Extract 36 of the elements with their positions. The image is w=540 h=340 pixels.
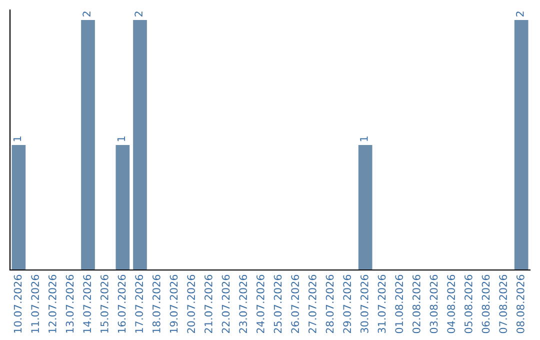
x-tick-label: 07.08.2026 bbox=[499, 274, 508, 334]
x-tick-label: 11.07.2026 bbox=[31, 274, 40, 333]
x-tick-label: 16.07.2026 bbox=[118, 274, 126, 333]
x-tick-label: 20.07.2026 bbox=[187, 274, 196, 334]
x-tick-label: 17.07.2026 bbox=[135, 274, 144, 333]
x-tick-label: 06.08.2026 bbox=[482, 274, 490, 334]
data-label: 2 bbox=[516, 12, 524, 16]
x-tick-label: 18.07.2026 bbox=[152, 274, 160, 333]
x-tick-label: 28.07.2026 bbox=[326, 274, 334, 334]
data-label: 2 bbox=[134, 12, 142, 16]
x-tick-label: 01.08.2026 bbox=[395, 274, 404, 334]
x-tick-label: 19.07.2026 bbox=[170, 274, 178, 333]
data-label: 2 bbox=[82, 12, 90, 16]
x-tick-label: 21.07.2026 bbox=[204, 274, 212, 334]
x-tick-label: 04.08.2026 bbox=[447, 274, 456, 334]
x-tick-label: 02.08.2026 bbox=[412, 274, 420, 334]
x-tick-label: 14.07.2026 bbox=[83, 274, 92, 333]
x-tick-label: 05.08.2026 bbox=[464, 274, 472, 334]
x-tick-label: 31.07.2026 bbox=[378, 274, 386, 334]
x-tick-label: 08.08.2026 bbox=[516, 274, 524, 334]
x-tick-label: 25.07.2026 bbox=[274, 274, 282, 334]
x-tick-label: 03.08.2026 bbox=[430, 274, 438, 334]
x-tick-label: 27.07.2026 bbox=[308, 274, 316, 334]
x-tick-label: 29.07.2026 bbox=[343, 274, 352, 334]
x-tick-label: 15.07.2026 bbox=[100, 274, 108, 333]
data-label: 1 bbox=[117, 136, 126, 142]
x-tick-label: 13.07.2026 bbox=[66, 274, 74, 333]
data-label: 1 bbox=[360, 136, 368, 142]
x-tick-label: 24.07.2026 bbox=[256, 274, 264, 334]
x-tick-label: 23.07.2026 bbox=[239, 274, 248, 334]
x-tick-label: 22.07.2026 bbox=[222, 274, 230, 334]
x-tick-label: 26.07.2026 bbox=[291, 274, 300, 334]
x-tick-label: 30.07.2026 bbox=[360, 274, 368, 334]
data-label: 1 bbox=[13, 136, 22, 142]
x-tick-label: 10.07.2026 bbox=[14, 274, 22, 333]
x-tick-label: 12.07.2026 bbox=[48, 274, 56, 333]
